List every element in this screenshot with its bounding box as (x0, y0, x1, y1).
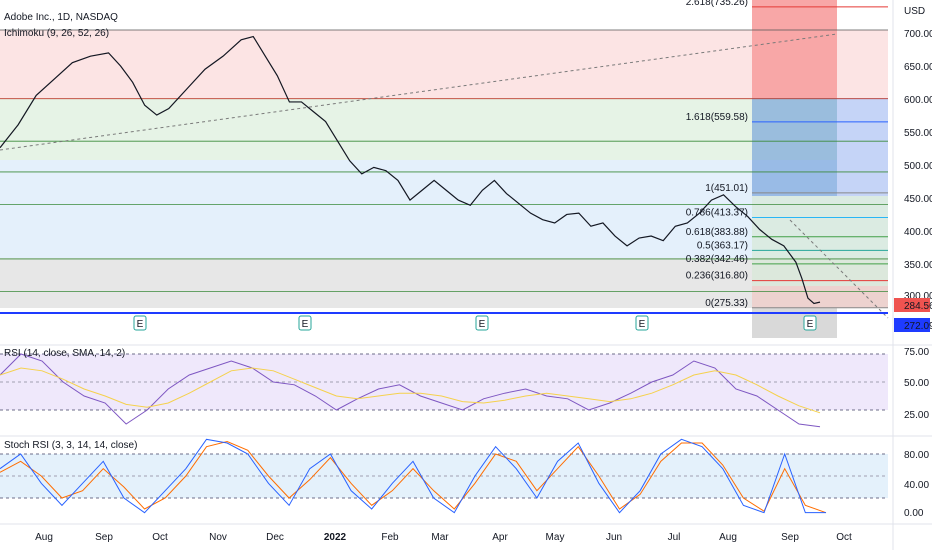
fib-zone-red-upper (0, 30, 888, 98)
price-tick-700: 700.00 (904, 29, 932, 40)
long-term-levels (0, 29, 888, 293)
fib-label-1: 1(451.01) (705, 183, 748, 194)
time-tick-9: May (546, 532, 565, 543)
fib-label-1.618: 1.618(559.58) (686, 112, 748, 123)
time-tick-5: 2022 (324, 532, 347, 543)
fib-proj-red (752, 0, 837, 98)
fib-label-0.236: 0.236(316.80) (686, 271, 748, 282)
earnings-marker-0[interactable]: E (133, 315, 147, 331)
time-tick-12: Aug (719, 532, 737, 543)
fib-label-0.5: 0.5(363.17) (697, 240, 748, 251)
rsi-line (0, 353, 821, 428)
fib-zone-gray (0, 258, 888, 308)
last-price-badge (894, 298, 930, 312)
rsi-tick-50: 50.00 (904, 378, 929, 389)
second-price-text: 272.09 (904, 321, 932, 332)
svg-text:E: E (807, 319, 814, 330)
price-axis: USD 700.00 650.00 600.00 550.00 500.00 4… (904, 6, 932, 302)
fib-lines: 0(275.33) 0.236(316.80) 0.382(342.46) 0.5(3… (686, 0, 888, 309)
earnings-marker-4[interactable]: E (803, 315, 817, 331)
time-tick-14: Oct (836, 532, 852, 543)
fib-zone-blue (0, 160, 888, 258)
svg-text:E: E (639, 319, 646, 330)
time-tick-6: Feb (381, 532, 399, 543)
second-price-badge (894, 318, 930, 332)
stoch-tick-80: 80.00 (904, 450, 929, 461)
fib-label-2.618: 2.618(735.26) (686, 0, 748, 8)
price-tick-500: 500.00 (904, 161, 932, 172)
time-tick-13: Sep (781, 532, 799, 543)
time-tick-0: Aug (35, 532, 53, 543)
fib-label-0.618: 0.618(383.88) (686, 227, 748, 238)
price-tick-650: 650.00 (904, 62, 932, 73)
last-price-text: 284.56 (904, 301, 932, 312)
fib-proj-blue-right (837, 98, 888, 196)
stoch-d-line (0, 441, 827, 514)
stoch-label: Stoch RSI (3, 3, 14, 14, close) (4, 440, 137, 451)
fib-label-0.382: 0.382(342.46) (686, 254, 748, 265)
time-tick-3: Nov (209, 532, 227, 543)
earnings-marker-3[interactable]: E (635, 315, 649, 331)
rsi-sma-line (0, 367, 821, 414)
fib-proj-blue-left (752, 98, 837, 196)
price-tick-400: 400.00 (904, 227, 932, 238)
time-tick-4: Dec (266, 532, 284, 543)
time-tick-2: Oct (152, 532, 168, 543)
time-tick-10: Jun (606, 532, 622, 543)
price-tick-600: 600.00 (904, 95, 932, 106)
fib-label-0.786: 0.786(413.37) (686, 207, 748, 218)
rsi-label: RSI (14, close, SMA, 14, 2) (4, 348, 125, 359)
stoch-tick-40: 40.00 (904, 480, 929, 491)
price-tick-350: 350.00 (904, 260, 932, 271)
time-tick-11: Jul (668, 532, 681, 543)
svg-text:E: E (302, 319, 309, 330)
rsi-tick-75: 75.00 (904, 347, 929, 358)
earnings-marker-2[interactable]: E (475, 315, 489, 331)
fib-label-0: 0(275.33) (705, 298, 748, 309)
time-tick-7: Mar (431, 532, 449, 543)
earnings-marker-1[interactable]: E (298, 315, 312, 331)
currency-label: USD (904, 6, 925, 17)
price-tick-450: 450.00 (904, 194, 932, 205)
time-tick-8: Apr (492, 532, 508, 543)
time-axis: Aug Sep Oct Nov Dec 2022 Feb Mar Apr May Jun Jul Aug… (35, 532, 852, 543)
svg-text:E: E (137, 319, 144, 330)
price-tick-550: 550.00 (904, 128, 932, 139)
dashed-trendline (0, 33, 838, 151)
dashed-projection (789, 219, 889, 319)
stoch-tick-0: 0.00 (904, 508, 924, 519)
svg-text:E: E (479, 319, 486, 330)
chart-title: Adobe Inc., 1D, NASDAQ (4, 12, 118, 23)
time-tick-1: Sep (95, 532, 113, 543)
rsi-tick-25: 25.00 (904, 410, 929, 421)
price-line (0, 35, 821, 305)
stoch-k-line (0, 438, 826, 514)
price-tick-300: 300.00 (904, 291, 932, 302)
indicator-label: Ichimoku (9, 26, 52, 26) (4, 28, 109, 39)
